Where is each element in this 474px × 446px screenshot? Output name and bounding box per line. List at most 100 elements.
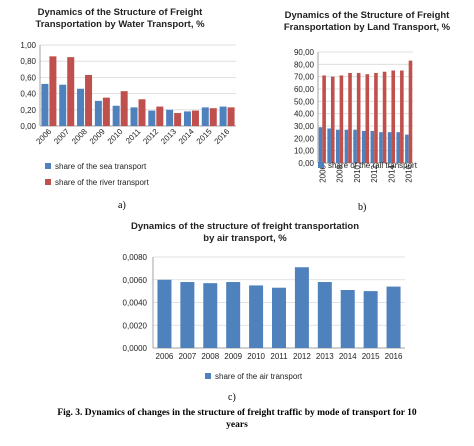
caption-line2: years: [226, 420, 248, 430]
x-tick-label: 2014: [387, 164, 396, 182]
y-tick-label: 0,00: [298, 159, 314, 168]
bar: [408, 60, 413, 164]
y-tick-label: 10,00: [294, 147, 315, 156]
bar: [400, 70, 404, 163]
y-tick-label: 0,40: [20, 90, 36, 99]
bar: [382, 71, 387, 163]
bar: [191, 110, 199, 126]
chart-b-title-line2: Fransportation by Land Transport, %: [283, 22, 451, 33]
bar: [120, 91, 128, 126]
bar: [344, 129, 349, 163]
bar: [59, 84, 67, 126]
bar: [85, 74, 93, 126]
x-tick-label: 2010: [247, 352, 265, 361]
caption-line1: Fig. 3. Dynamics of changes in the struc…: [57, 408, 417, 418]
bar: [340, 289, 355, 348]
bar: [272, 287, 286, 348]
y-tick-label: 0,0060: [123, 276, 148, 285]
bar: [327, 128, 331, 163]
y-tick-label: 60,00: [294, 85, 315, 94]
bar: [226, 282, 241, 348]
legend-swatch: [318, 162, 324, 168]
bar: [227, 107, 235, 126]
legend-label: share of the sea transport: [55, 162, 147, 171]
bar: [130, 107, 138, 126]
bar: [322, 75, 326, 163]
y-tick-label: 40,00: [294, 110, 315, 119]
y-tick-label: 20,00: [294, 134, 315, 143]
y-tick-label: 0,60: [20, 73, 36, 82]
chart-b-title: Dynamics of the Structure of Freight Fra…: [262, 10, 472, 34]
bar: [356, 72, 361, 163]
figure-caption: Fig. 3. Dynamics of changes in the struc…: [0, 407, 474, 431]
y-tick-label: 0,80: [20, 57, 36, 66]
bar: [49, 56, 57, 127]
x-tick-label: 2009: [224, 352, 242, 361]
legend-swatch: [45, 163, 51, 169]
legend-label: share of the rail transport: [328, 161, 418, 170]
bar: [219, 106, 227, 126]
bar: [374, 72, 378, 163]
bar: [94, 100, 102, 126]
bar: [318, 127, 323, 163]
y-tick-label: 0,20: [20, 106, 36, 115]
y-tick-label: 0,0000: [123, 344, 148, 353]
bar: [138, 99, 146, 126]
x-tick-label: 2007: [178, 352, 196, 361]
bar: [112, 105, 120, 126]
x-tick-label: 2012: [293, 352, 311, 361]
bar: [156, 106, 164, 126]
bar: [363, 291, 378, 348]
bar: [294, 267, 309, 348]
bar: [391, 70, 396, 163]
bar: [339, 75, 344, 163]
x-tick-label: 2014: [339, 352, 357, 361]
bar: [330, 76, 335, 163]
legend-label: share of the river transport: [55, 178, 150, 187]
chart-a-title-line2: Transportation by Water Transport, %: [35, 19, 205, 30]
chart-b-title-line1: Dynamics of the Structure of Freight: [284, 10, 450, 21]
y-tick-label: 80,00: [294, 60, 315, 69]
legend-swatch: [205, 373, 211, 379]
panel-label-c: c): [228, 392, 236, 403]
y-tick-label: 0,0040: [123, 299, 148, 308]
x-tick-label: 2008: [336, 164, 345, 182]
chart-a-title-line1: Dynamics of the Structure of Freight: [37, 7, 203, 18]
y-tick-label: 0,00: [20, 122, 36, 131]
bar: [77, 88, 85, 126]
bar: [370, 130, 375, 163]
y-tick-label: 1,00: [20, 41, 36, 50]
y-tick-label: 70,00: [294, 73, 315, 82]
bar: [41, 83, 49, 126]
chart-c-title: Dynamics of the structure of freight tra…: [110, 221, 380, 245]
bar: [67, 57, 75, 126]
panel-label-b: b): [358, 202, 367, 213]
bar: [174, 113, 182, 126]
y-tick-label: 0,0020: [123, 321, 148, 330]
bar: [317, 282, 332, 348]
bar: [396, 132, 401, 163]
bar: [249, 285, 264, 348]
x-tick-label: 2010: [353, 164, 362, 182]
bar: [361, 130, 366, 163]
chart-c-title-line2: by air transport, %: [203, 233, 287, 244]
bar: [335, 129, 340, 163]
bar: [201, 107, 209, 126]
bar: [348, 72, 352, 163]
x-tick-label: 2016: [385, 352, 403, 361]
x-tick-label: 2012: [370, 164, 379, 182]
bar: [365, 74, 370, 163]
chart-c-title-line1: Dynamics of the structure of freight tra…: [130, 221, 360, 232]
x-tick-label: 2006: [318, 164, 327, 182]
bar: [180, 282, 195, 348]
bar: [203, 283, 218, 348]
bar: [386, 286, 401, 348]
y-tick-label: 90,00: [294, 48, 315, 57]
x-tick-label: 2006: [156, 352, 174, 361]
bar: [157, 279, 172, 348]
bar: [379, 132, 383, 163]
bar: [405, 134, 409, 163]
